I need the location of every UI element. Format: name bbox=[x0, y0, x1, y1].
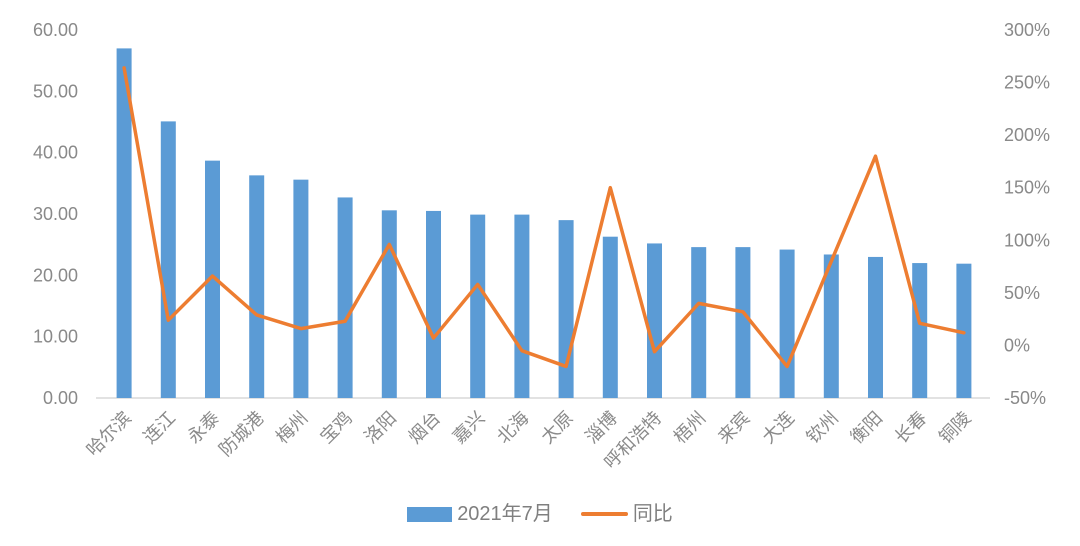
x-axis-label-洛阳: 洛阳 bbox=[361, 408, 401, 448]
x-axis-label-嘉兴: 嘉兴 bbox=[449, 408, 489, 448]
line-series-swatch bbox=[580, 512, 628, 516]
bar-铜陵 bbox=[956, 263, 972, 398]
x-axis-label-哈尔滨: 哈尔滨 bbox=[83, 408, 135, 460]
right-axis-tick-label: 100% bbox=[1004, 230, 1050, 250]
x-axis-label-北海: 北海 bbox=[493, 408, 533, 448]
line-series-label: 同比 bbox=[632, 503, 673, 525]
bar-宝鸡 bbox=[337, 197, 353, 398]
bar-连江 bbox=[160, 121, 176, 399]
x-axis-label-连江: 连江 bbox=[140, 408, 180, 448]
bar-防城港 bbox=[249, 175, 265, 398]
bar-衡阳 bbox=[868, 256, 883, 398]
x-axis-label-衡阳: 衡阳 bbox=[847, 408, 887, 448]
bar-来宾 bbox=[735, 247, 751, 398]
bar-哈尔滨 bbox=[116, 48, 132, 399]
x-axis-label-铜陵: 铜陵 bbox=[935, 408, 975, 448]
left-axis-tick-label: 0.00 bbox=[43, 388, 78, 408]
x-axis-label-长春: 长春 bbox=[891, 408, 931, 448]
yoy-line bbox=[122, 66, 966, 369]
x-axis-label-淄博: 淄博 bbox=[582, 408, 622, 448]
bar-淄博 bbox=[602, 236, 618, 398]
left-axis-tick-label: 60.00 bbox=[33, 20, 78, 40]
x-axis-label-烟台: 烟台 bbox=[405, 408, 445, 448]
x-axis-label-防城港: 防城港 bbox=[215, 408, 267, 460]
right-axis-tick-label: 200% bbox=[1004, 125, 1050, 145]
bar-永泰 bbox=[205, 160, 220, 398]
bar-series-swatch bbox=[407, 506, 453, 522]
x-axis-label-来宾: 来宾 bbox=[714, 408, 754, 448]
left-axis-tick-label: 30.00 bbox=[33, 204, 78, 224]
left-axis-tick-label: 10.00 bbox=[33, 327, 78, 347]
bar-大连 bbox=[779, 249, 795, 398]
x-axis-label-梧州: 梧州 bbox=[670, 408, 710, 448]
x-axis-label-大连: 大连 bbox=[758, 408, 798, 448]
right-axis-tick-label: -50% bbox=[1004, 388, 1046, 408]
bar-series-label: 2021年7月 bbox=[457, 503, 553, 525]
bar-北海 bbox=[514, 214, 530, 398]
legend-item-line-series: 同比 bbox=[580, 503, 673, 525]
chart-legend: 2021年7月 同比 bbox=[0, 504, 1080, 524]
bar-梧州 bbox=[691, 247, 707, 398]
bar-烟台 bbox=[426, 210, 441, 398]
bar-嘉兴 bbox=[470, 214, 486, 398]
right-axis-tick-label: 50% bbox=[1004, 283, 1040, 303]
bar-长春 bbox=[912, 263, 928, 398]
right-axis-tick-label: 300% bbox=[1004, 20, 1050, 40]
x-axis-label-太原: 太原 bbox=[537, 408, 577, 448]
bar-钦州 bbox=[823, 254, 839, 398]
left-axis-tick-label: 40.00 bbox=[33, 143, 78, 163]
right-axis-tick-label: 0% bbox=[1004, 335, 1030, 355]
left-axis-tick-label: 20.00 bbox=[33, 265, 78, 285]
bar-太原 bbox=[558, 220, 574, 398]
bar-洛阳 bbox=[381, 210, 397, 398]
x-axis-label-钦州: 钦州 bbox=[803, 408, 843, 448]
x-axis-label-宝鸡: 宝鸡 bbox=[316, 408, 356, 448]
right-axis-tick-label: 250% bbox=[1004, 73, 1050, 93]
bar-呼和浩特 bbox=[647, 243, 662, 398]
x-axis-label-永泰: 永泰 bbox=[184, 408, 224, 448]
legend-item-bar-series: 2021年7月 bbox=[407, 504, 553, 524]
bar-梅州 bbox=[293, 179, 309, 398]
right-axis-tick-label: 150% bbox=[1004, 178, 1050, 198]
x-axis-label-梅州: 梅州 bbox=[272, 408, 312, 448]
left-axis-tick-label: 50.00 bbox=[33, 81, 78, 101]
